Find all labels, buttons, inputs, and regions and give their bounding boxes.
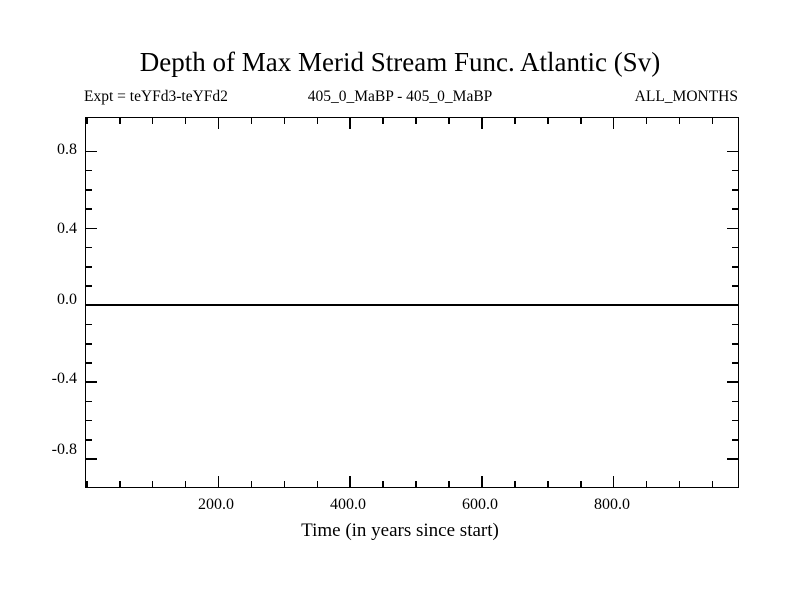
y-tick-right-major (727, 304, 738, 307)
x-tick-top-minor (678, 118, 681, 124)
x-tick-top-minor (711, 118, 714, 124)
x-tick-label-1: 400.0 (330, 496, 366, 513)
y-tick-right-minor (732, 189, 738, 191)
y-tick-right-minor (732, 169, 738, 172)
x-tick-top-minor (579, 118, 582, 124)
x-tick-top-major (481, 118, 483, 129)
zero-reference-line (86, 304, 738, 307)
chart-subtitle-months: ALL_MONTHS (634, 88, 738, 105)
y-tick-right-minor (732, 285, 738, 287)
y-tick-minor (86, 419, 92, 422)
plot-canvas (86, 118, 738, 487)
y-tick-minor (86, 246, 92, 249)
x-tick-top-minor (283, 118, 286, 124)
y-tick-minor (86, 266, 92, 268)
chart-title: Depth of Max Merid Stream Func. Atlantic… (139, 47, 661, 77)
y-tick-label-2: 0.0 (57, 291, 77, 308)
y-tick-right-minor (732, 342, 738, 345)
y-tick-major (86, 227, 97, 230)
y-tick-right-minor (732, 208, 738, 210)
y-tick-major (86, 458, 97, 460)
y-tick-right-major (727, 150, 738, 153)
x-tick-major (612, 476, 615, 487)
x-tick-top-minor (316, 118, 319, 124)
y-tick-minor (86, 323, 92, 326)
x-tick-major (349, 476, 352, 487)
x-tick-minor (316, 481, 319, 487)
chart-subtitle-experiment: Expt = teYFd3-teYFd2 (84, 88, 228, 105)
y-tick-label-4: -0.8 (51, 441, 77, 458)
x-tick-top-minor (547, 118, 549, 124)
x-tick-minor (184, 481, 187, 487)
y-tick-minor (86, 342, 92, 345)
x-tick-top-minor (184, 118, 187, 124)
x-tick-minor (711, 481, 714, 487)
chart-subtitle-period: 405_0_MaBP - 405_0_MaBP (307, 88, 493, 105)
y-tick-minor (86, 169, 92, 172)
x-tick-minor (547, 481, 549, 487)
y-tick-label-0: 0.8 (57, 141, 77, 158)
y-tick-right-major (727, 458, 738, 460)
x-tick-major (481, 476, 483, 487)
y-tick-right-minor (732, 400, 738, 403)
x-tick-minor (448, 481, 450, 487)
x-tick-label-3: 800.0 (594, 496, 630, 513)
x-tick-top-major (217, 118, 220, 129)
y-tick-right-minor (732, 246, 738, 249)
y-tick-right-minor (732, 323, 738, 326)
x-tick-minor (645, 481, 648, 487)
y-tick-major (86, 304, 97, 307)
x-tick-minor (415, 481, 417, 487)
x-tick-top-minor (514, 118, 516, 124)
y-tick-right-major (727, 227, 738, 230)
x-tick-top-minor (415, 118, 417, 124)
x-tick-top-minor (86, 118, 88, 124)
x-tick-minor (86, 481, 88, 487)
x-tick-label-2: 600.0 (462, 496, 498, 513)
y-tick-right-minor (732, 419, 738, 422)
y-tick-right-minor (732, 362, 738, 364)
x-tick-top-minor (382, 118, 384, 124)
x-axis-title: Time (in years since start) (301, 520, 499, 541)
plot-area (85, 117, 739, 488)
y-tick-right-major (727, 381, 738, 383)
y-tick-minor (86, 439, 92, 441)
x-tick-minor (579, 481, 582, 487)
x-tick-top-minor (250, 118, 253, 124)
y-tick-minor (86, 189, 92, 191)
y-tick-label-3: -0.4 (51, 370, 77, 387)
x-tick-top-minor (448, 118, 450, 124)
y-tick-major (86, 381, 97, 383)
y-tick-minor (86, 208, 92, 210)
y-tick-label-1: 0.4 (57, 220, 77, 237)
x-tick-minor (151, 481, 154, 487)
y-tick-right-minor (732, 439, 738, 441)
x-tick-top-major (349, 118, 352, 129)
x-tick-top-minor (151, 118, 154, 124)
y-tick-minor (86, 362, 92, 364)
y-tick-minor (86, 285, 92, 287)
x-tick-minor (250, 481, 253, 487)
x-tick-top-major (612, 118, 615, 129)
x-tick-minor (382, 481, 384, 487)
x-tick-top-minor (118, 118, 121, 124)
x-tick-major (217, 476, 220, 487)
y-tick-right-minor (732, 266, 738, 268)
x-tick-minor (514, 481, 516, 487)
x-tick-label-0: 200.0 (198, 496, 234, 513)
y-tick-minor (86, 400, 92, 403)
y-tick-major (86, 150, 97, 153)
x-tick-top-minor (645, 118, 648, 124)
x-tick-minor (678, 481, 681, 487)
x-tick-minor (118, 481, 121, 487)
x-tick-minor (283, 481, 286, 487)
